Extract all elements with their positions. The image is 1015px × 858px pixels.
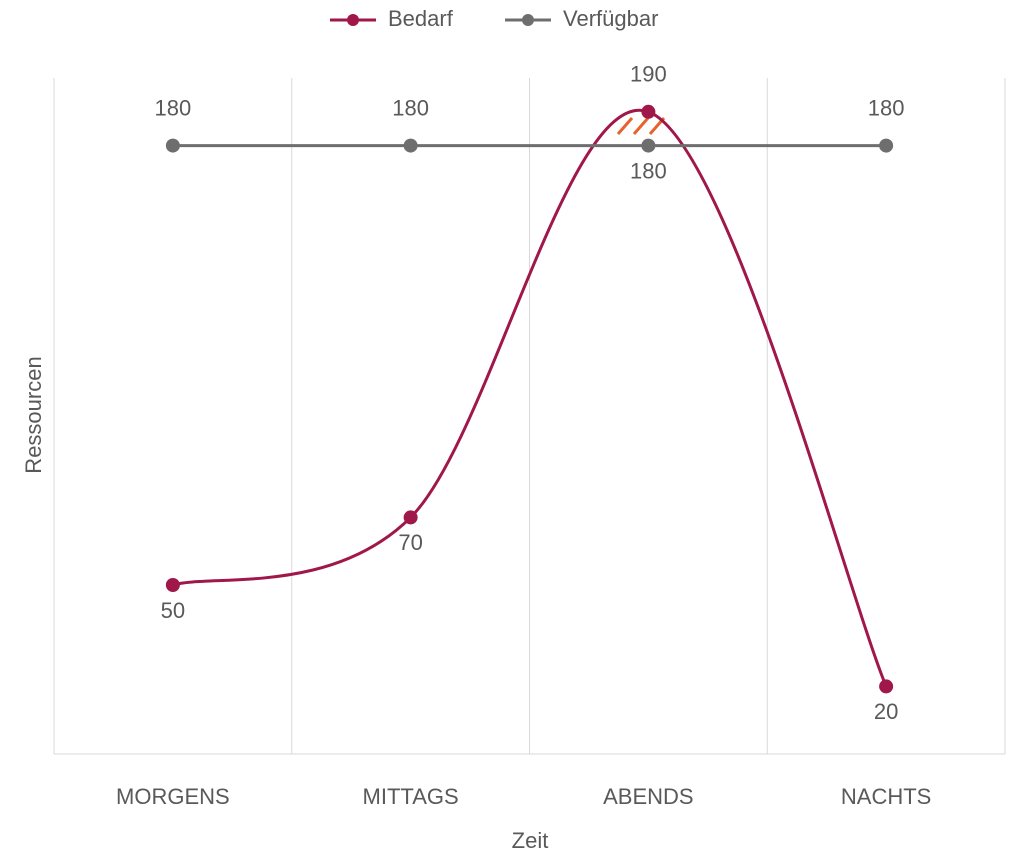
x-tick-label: NACHTS bbox=[841, 784, 931, 809]
hatch bbox=[616, 117, 666, 135]
point bbox=[165, 578, 180, 592]
point bbox=[879, 679, 894, 694]
data-label: 180 bbox=[392, 95, 429, 120]
data-label: 50 bbox=[161, 598, 185, 623]
series-line bbox=[172, 108, 888, 687]
data-label: 180 bbox=[155, 95, 192, 120]
x-tick-label: MORGENS bbox=[116, 784, 230, 809]
data-label: 190 bbox=[630, 62, 667, 87]
point bbox=[403, 510, 418, 525]
x-tick-label: MITTAGS bbox=[363, 784, 459, 809]
x-tick-label: ABENDS bbox=[603, 784, 693, 809]
data-label: 70 bbox=[398, 530, 422, 555]
point bbox=[641, 138, 656, 153]
y-axis-title: Ressourcen bbox=[21, 356, 46, 473]
legend-label: Verfügbar bbox=[563, 6, 658, 31]
legend-label: Bedarf bbox=[388, 6, 454, 31]
legend-marker bbox=[347, 14, 359, 26]
data-label: 20 bbox=[874, 699, 898, 724]
data-label: 180 bbox=[868, 95, 905, 120]
point bbox=[879, 138, 894, 153]
point bbox=[403, 138, 418, 153]
point bbox=[641, 104, 656, 119]
point bbox=[165, 138, 180, 153]
data-label: 180 bbox=[630, 158, 667, 183]
x-axis-title: Zeit bbox=[512, 828, 549, 853]
legend-marker bbox=[522, 14, 534, 26]
